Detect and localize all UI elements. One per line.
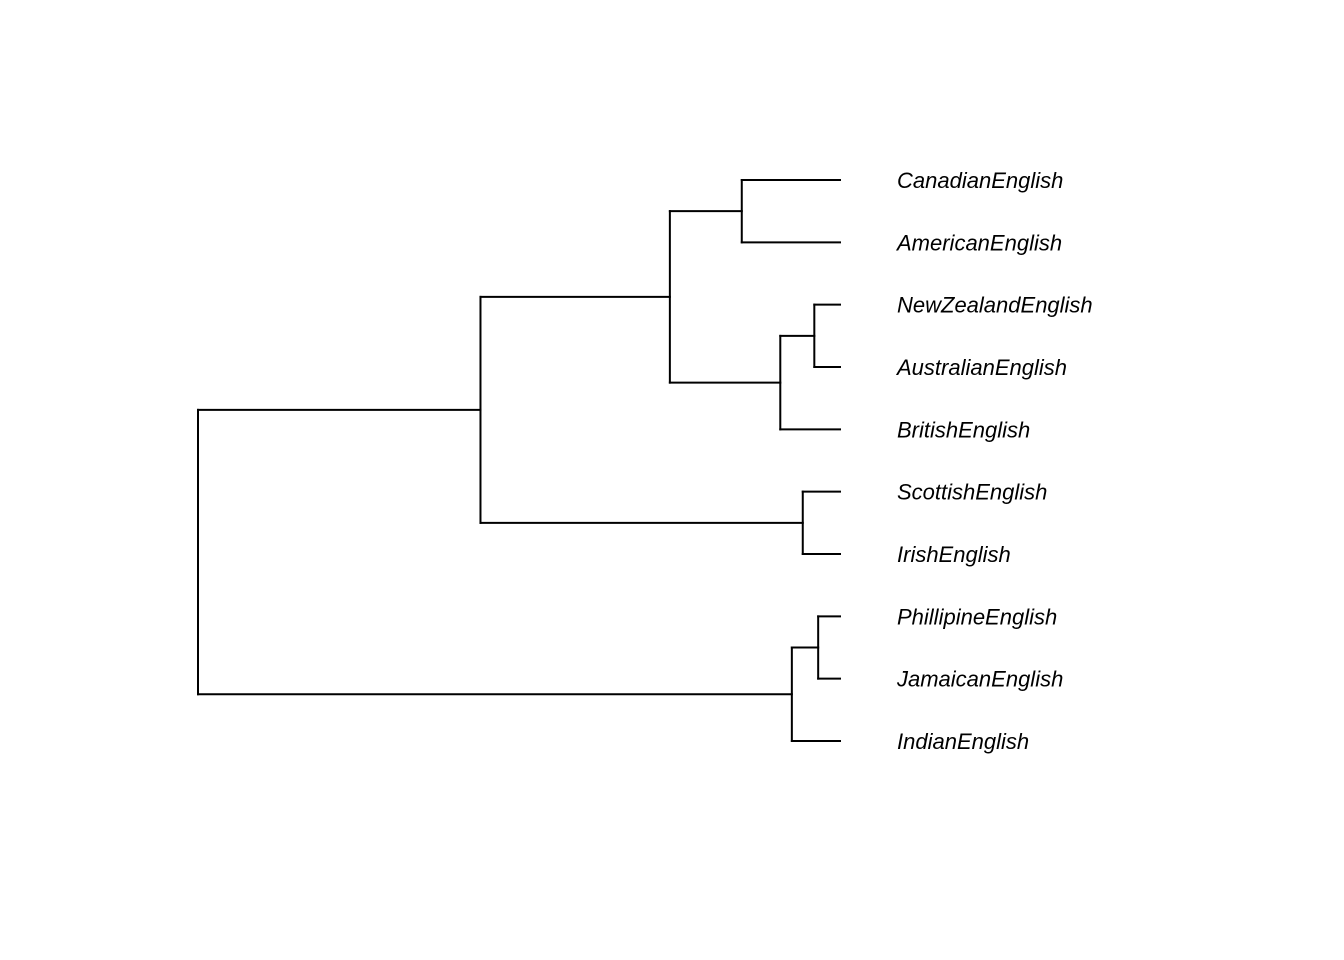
leaf-label: IrishEnglish	[897, 542, 1011, 567]
leaf-label: PhillipineEnglish	[897, 604, 1057, 629]
leaf-label: AmericanEnglish	[895, 230, 1062, 255]
leaf-labels: CanadianEnglish AmericanEnglish NewZeala…	[895, 168, 1093, 754]
leaf-label: CanadianEnglish	[897, 168, 1063, 193]
leaf-label: ScottishEnglish	[897, 480, 1047, 505]
leaf-label: NewZealandEnglish	[897, 293, 1093, 318]
leaf-label: AustralianEnglish	[895, 355, 1067, 380]
leaf-label: JamaicanEnglish	[896, 667, 1063, 692]
leaf-label: IndianEnglish	[897, 729, 1029, 754]
dendrogram-branches	[197, 179, 841, 742]
leaf-label: BritishEnglish	[897, 417, 1030, 442]
